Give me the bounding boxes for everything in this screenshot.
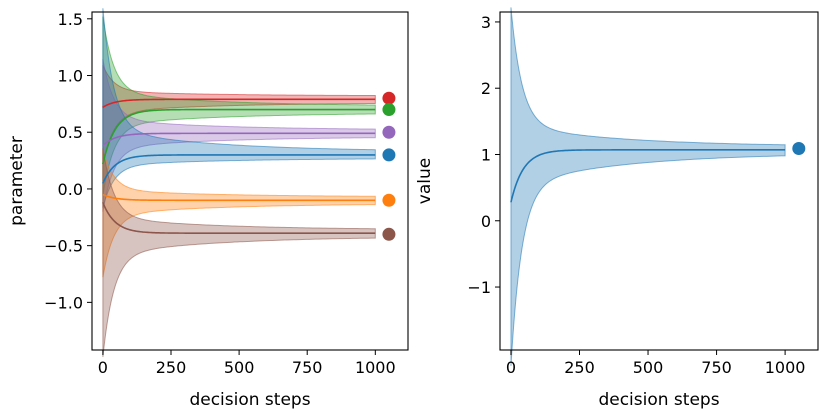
right-x-tick-label: 0 bbox=[506, 358, 516, 377]
left-x-tick-label: 0 bbox=[98, 358, 108, 377]
left-x-tick-label: 250 bbox=[156, 358, 187, 377]
left-panel: 0 250 500 750 1000 −1.0 −0.5 0.0 0.5 1.0 1.5 decisi… bbox=[7, 8, 409, 410]
left-band-5 bbox=[102, 148, 376, 358]
right-x-tick-label: 500 bbox=[633, 358, 664, 377]
right-y-tick-label: −1 bbox=[467, 278, 491, 297]
right-y-tick-label: 0 bbox=[481, 212, 491, 231]
left-band-4 bbox=[102, 149, 376, 278]
left-target-point-4 bbox=[382, 193, 396, 207]
left-mean-line-1 bbox=[102, 108, 376, 165]
left-target-point-2 bbox=[382, 125, 396, 139]
right-x-axis-label: decision steps bbox=[598, 390, 719, 410]
left-x-tick-label: 1000 bbox=[355, 358, 396, 377]
left-y-tick-label: 0.0 bbox=[58, 180, 83, 199]
right-y-tick-label: 2 bbox=[481, 79, 491, 98]
right-axes-frame bbox=[499, 11, 819, 351]
left-target-point-5 bbox=[382, 227, 396, 241]
left-y-tick-label: −0.5 bbox=[44, 237, 83, 256]
left-band-2 bbox=[102, 58, 376, 212]
left-x-tick-label: 750 bbox=[292, 358, 323, 377]
right-y-tick-label: 1 bbox=[481, 145, 491, 164]
left-y-tick-label: 1.0 bbox=[58, 67, 83, 86]
left-target-point-3 bbox=[382, 148, 396, 162]
left-band-1 bbox=[102, 16, 376, 196]
left-mean-line-2 bbox=[102, 132, 376, 147]
right-target-point-0 bbox=[792, 142, 806, 156]
left-mean-line-5 bbox=[102, 202, 376, 234]
left-mean-line-0 bbox=[102, 98, 376, 109]
left-band-3 bbox=[102, 8, 376, 208]
left-y-tick-label: −1.0 bbox=[44, 293, 83, 312]
right-y-tick-label: 3 bbox=[481, 13, 491, 32]
right-band-0 bbox=[510, 7, 786, 366]
left-band-0 bbox=[102, 64, 376, 165]
left-mean-line-4 bbox=[102, 193, 376, 202]
left-axes-frame bbox=[91, 11, 409, 351]
left-mean-line-3 bbox=[102, 154, 376, 184]
right-x-tick-label: 250 bbox=[564, 358, 595, 377]
left-target-point-1 bbox=[382, 103, 396, 117]
right-x-tick-label: 750 bbox=[701, 358, 732, 377]
right-panel: 0 250 500 750 1000 −1 0 1 2 3 decision steps value bbox=[415, 7, 819, 410]
right-y-axis-label: value bbox=[415, 158, 435, 204]
left-y-tick-label: 0.5 bbox=[58, 123, 83, 142]
left-y-tick-label: 1.5 bbox=[58, 10, 83, 29]
left-target-point-0 bbox=[382, 91, 396, 105]
left-x-tick-label: 500 bbox=[224, 358, 255, 377]
right-x-tick-label: 1000 bbox=[765, 358, 806, 377]
right-mean-line-0 bbox=[510, 149, 786, 203]
left-y-axis-label: parameter bbox=[7, 136, 27, 226]
left-x-axis-label: decision steps bbox=[189, 390, 310, 410]
